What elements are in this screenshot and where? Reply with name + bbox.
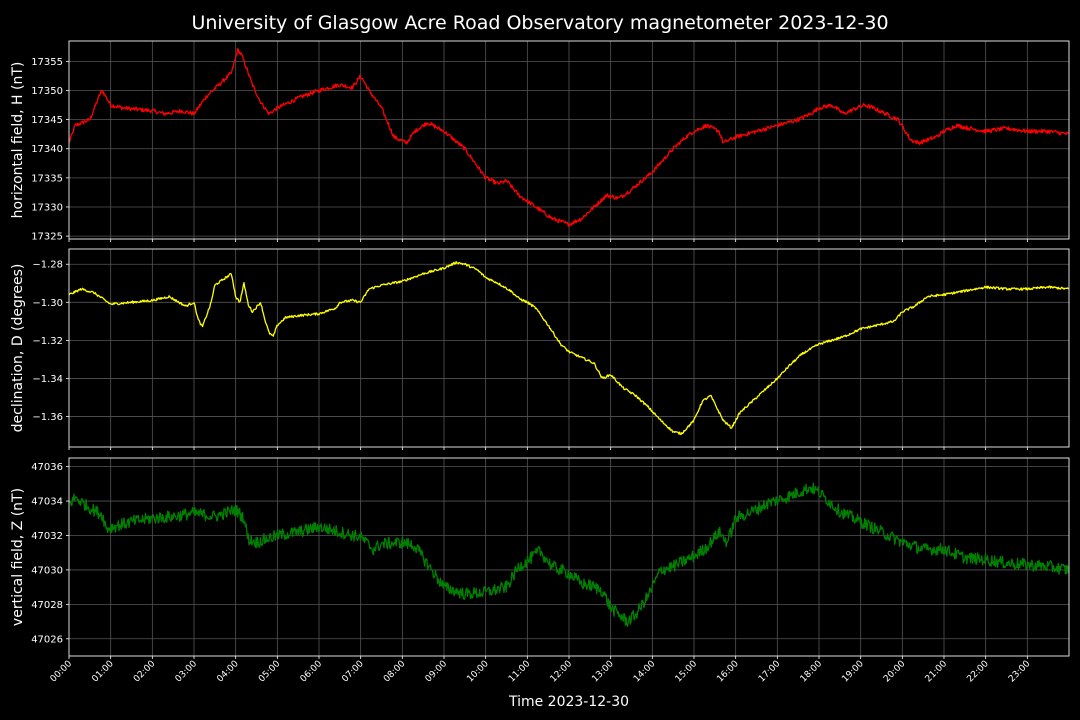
declination-ylabel: declination, D (degrees) [10, 264, 26, 433]
y-tick-label: 47026 [31, 634, 63, 645]
y-tick-label: −1.34 [32, 374, 63, 385]
y-tick-label: 17325 [31, 232, 63, 243]
x-tick-label: 20:00 [882, 659, 908, 685]
y-tick-label: −1.30 [32, 298, 63, 309]
h-field-panel: horizontal field, H (nT) 17325 17330 17335… [10, 40, 1070, 243]
x-tick-label: 16:00 [715, 659, 741, 685]
x-tick-label: 14:00 [632, 659, 658, 685]
y-tick-label: −1.28 [32, 260, 63, 271]
y-tick-label: 47028 [31, 600, 63, 611]
plot-frame [68, 457, 1070, 657]
chart-title: University of Glasgow Acre Road Observat… [191, 12, 888, 34]
x-tick-label: 11:00 [507, 659, 533, 685]
y-tick-label: 17335 [31, 173, 63, 184]
x-tick-label: 02:00 [132, 659, 158, 685]
x-tick-label: 10:00 [465, 659, 491, 685]
x-tick-label: 15:00 [674, 659, 700, 685]
y-tick-label: 47036 [31, 462, 63, 473]
x-tick-label: 05:00 [257, 659, 283, 685]
series-line-2 [68, 482, 1070, 628]
y-tick-label: 47034 [31, 497, 63, 508]
x-tick-label: 12:00 [549, 659, 575, 685]
y-tick-label: −1.32 [32, 336, 63, 347]
y-tick-label: −1.36 [32, 412, 63, 423]
y-tick-label: 17345 [31, 115, 63, 126]
y-tick-label: 17350 [31, 86, 63, 97]
x-tick-label: 22:00 [965, 659, 991, 685]
y-tick-label: 17330 [31, 202, 63, 213]
h-field-ylabel: horizontal field, H (nT) [10, 62, 26, 219]
x-tick-label: 19:00 [840, 659, 866, 685]
series-line-0 [68, 48, 1070, 228]
x-axis-ticks: 00:00 01:00 02:00 03:00 04:00 05:00 06:00 07:00… [49, 659, 1033, 685]
x-tick-label: 01:00 [90, 659, 116, 685]
x-tick-label: 18:00 [799, 659, 825, 685]
x-axis-label: Time 2023-12-30 [508, 694, 629, 710]
y-tick-label: 17355 [31, 57, 63, 68]
x-tick-label: 23:00 [1007, 659, 1033, 685]
x-tick-label: 00:00 [49, 659, 75, 685]
y-tick-label: 47032 [31, 531, 63, 542]
y-tick-label: 17340 [31, 144, 63, 155]
z-field-ylabel: vertical field, Z (nT) [10, 488, 26, 626]
plot-frame [68, 248, 1070, 448]
x-tick-label: 08:00 [382, 659, 408, 685]
x-tick-label: 06:00 [299, 659, 325, 685]
y-tick-label: 47030 [31, 565, 63, 576]
x-tick-label: 17:00 [757, 659, 783, 685]
x-tick-label: 07:00 [340, 659, 366, 685]
x-tick-label: 09:00 [424, 659, 450, 685]
series-line-1 [68, 261, 1070, 436]
x-tick-label: 04:00 [215, 659, 241, 685]
x-tick-label: 21:00 [924, 659, 950, 685]
x-tick-label: 13:00 [590, 659, 616, 685]
plot-frame [68, 40, 1070, 240]
z-field-panel: vertical field, Z (nT) 47026 47028 47030 47… [10, 457, 1070, 659]
x-tick-label: 03:00 [174, 659, 200, 685]
declination-panel: declination, D (degrees) −1.36 −1.34 −1.32… [10, 248, 1070, 450]
